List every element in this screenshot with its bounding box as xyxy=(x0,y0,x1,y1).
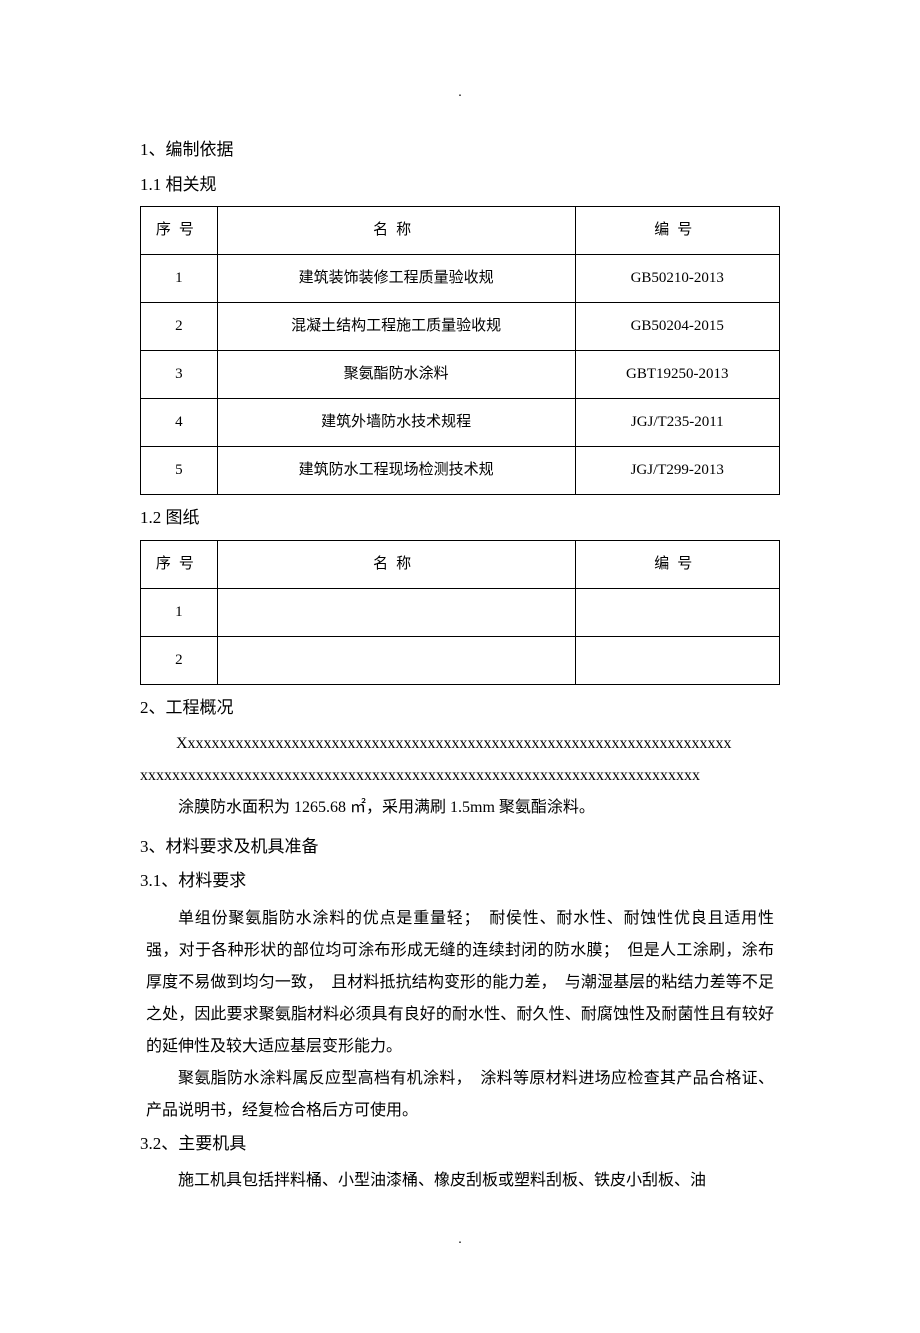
cell-name: 建筑防水工程现场检测技术规 xyxy=(217,447,575,495)
th-seq: 序号 xyxy=(141,540,218,588)
section2-heading: 2、工程概况 xyxy=(140,693,780,724)
cell-code: GB50210-2013 xyxy=(575,255,779,303)
section1-heading: 1、编制依据 xyxy=(140,135,780,166)
cell-name: 建筑装饰装修工程质量验收规 xyxy=(217,255,575,303)
section3-sub2-p1: 施工机具包括拌料桶、小型油漆桶、橡皮刮板或塑料刮板、铁皮小刮板、油 xyxy=(140,1165,780,1197)
cell-code xyxy=(575,588,779,636)
cell-seq: 2 xyxy=(141,636,218,684)
table-header-row: 序号 名称 编号 xyxy=(141,207,780,255)
cell-code: GB50204-2015 xyxy=(575,303,779,351)
cell-seq: 1 xyxy=(141,255,218,303)
table-row: 2 混凝土结构工程施工质量验收规 GB50204-2015 xyxy=(141,303,780,351)
table-row: 2 xyxy=(141,636,780,684)
cell-code xyxy=(575,636,779,684)
cell-seq: 3 xyxy=(141,351,218,399)
cell-name: 聚氨酯防水涂料 xyxy=(217,351,575,399)
section3-sub1-p2: 聚氨脂防水涂料属反应型高档有机涂料， 涂料等原材料进场应检查其产品合格证、产品说… xyxy=(140,1063,780,1127)
cell-code: JGJ/T235-2011 xyxy=(575,399,779,447)
table-row: 4 建筑外墙防水技术规程 JGJ/T235-2011 xyxy=(141,399,780,447)
table-regulations: 序号 名称 编号 1 建筑装饰装修工程质量验收规 GB50210-2013 2 … xyxy=(140,206,780,495)
section1-sub1-heading: 1.1 相关规 xyxy=(140,170,780,201)
cell-seq: 1 xyxy=(141,588,218,636)
th-code: 编号 xyxy=(575,540,779,588)
page-top-marker: . xyxy=(140,80,780,105)
placeholder-text-2: xxxxxxxxxxxxxxxxxxxxxxxxxxxxxxxxxxxxxxxx… xyxy=(140,760,780,792)
section3-sub2-heading: 3.2、主要机具 xyxy=(140,1129,780,1160)
table-row: 5 建筑防水工程现场检测技术规 JGJ/T299-2013 xyxy=(141,447,780,495)
th-seq: 序号 xyxy=(141,207,218,255)
table-row: 3 聚氨酯防水涂料 GBT19250-2013 xyxy=(141,351,780,399)
section3-sub1-heading: 3.1、材料要求 xyxy=(140,866,780,897)
page-bottom-marker: . xyxy=(140,1227,780,1252)
cell-name xyxy=(217,588,575,636)
section3-sub1-p1: 单组份聚氨脂防水涂料的优点是重量轻； 耐侯性、耐水性、耐蚀性优良且适用性强，对于… xyxy=(140,903,780,1063)
table-drawings: 序号 名称 编号 1 2 xyxy=(140,540,780,685)
th-code: 编号 xyxy=(575,207,779,255)
cell-code: GBT19250-2013 xyxy=(575,351,779,399)
placeholder-text-1: Xxxxxxxxxxxxxxxxxxxxxxxxxxxxxxxxxxxxxxxx… xyxy=(140,728,780,760)
section2-para: 涂膜防水面积为 1265.68 ㎡，采用满刷 1.5mm 聚氨酯涂料。 xyxy=(140,792,780,824)
cell-seq: 2 xyxy=(141,303,218,351)
table-row: 1 xyxy=(141,588,780,636)
section3-heading: 3、材料要求及机具准备 xyxy=(140,832,780,863)
cell-seq: 5 xyxy=(141,447,218,495)
th-name: 名称 xyxy=(217,207,575,255)
th-name: 名称 xyxy=(217,540,575,588)
cell-seq: 4 xyxy=(141,399,218,447)
cell-code: JGJ/T299-2013 xyxy=(575,447,779,495)
cell-name: 混凝土结构工程施工质量验收规 xyxy=(217,303,575,351)
cell-name xyxy=(217,636,575,684)
table-header-row: 序号 名称 编号 xyxy=(141,540,780,588)
table-row: 1 建筑装饰装修工程质量验收规 GB50210-2013 xyxy=(141,255,780,303)
cell-name: 建筑外墙防水技术规程 xyxy=(217,399,575,447)
section1-sub2-heading: 1.2 图纸 xyxy=(140,503,780,534)
